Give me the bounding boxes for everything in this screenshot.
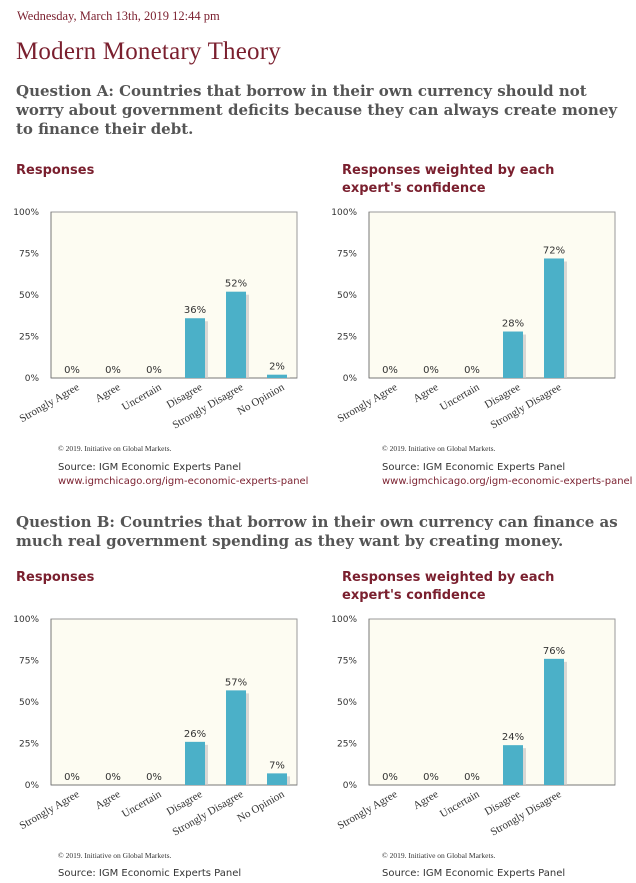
category-label-uncertain: Uncertain xyxy=(438,788,482,820)
category-label-strongly-disagree: Strongly Disagree xyxy=(488,788,563,838)
y-tick-label: 25% xyxy=(337,740,357,750)
copyright-b-weighted: © 2019. Initiative on Global Markets. xyxy=(382,851,496,860)
source-a-responses: Source: IGM Economic Experts Panel xyxy=(58,462,242,473)
value-label-agree: 0% xyxy=(423,365,439,376)
value-label-disagree: 28% xyxy=(502,319,524,330)
category-label-strongly-agree: Strongly Agree xyxy=(18,381,82,425)
chart-b-responses-heading: Responses xyxy=(16,570,95,585)
category-label-no-opinion: No Opinion xyxy=(235,788,287,825)
y-tick-label: 50% xyxy=(337,291,357,301)
bar-strongly-disagree xyxy=(226,291,246,378)
bar-strongly-disagree xyxy=(226,690,246,785)
bar-disagree xyxy=(503,745,523,785)
source-link-a-weighted[interactable]: www.igmchicago.org/igm-economic-experts-… xyxy=(382,476,633,487)
y-tick-label: 25% xyxy=(19,333,39,343)
value-label-strongly-disagree: 52% xyxy=(225,279,247,290)
y-tick-label: 50% xyxy=(19,698,39,708)
bar-strongly-disagree xyxy=(544,658,564,785)
value-label-disagree: 36% xyxy=(184,305,206,316)
y-tick-label: 100% xyxy=(331,208,357,218)
y-tick-label: 0% xyxy=(25,781,40,791)
value-label-strongly-disagree: 57% xyxy=(225,677,247,688)
y-tick-label: 50% xyxy=(337,698,357,708)
bar-strongly-disagree xyxy=(544,258,564,378)
chart-b-weighted-heading: Responses weighted by each expert's conf… xyxy=(342,570,555,603)
value-label-strongly-agree: 0% xyxy=(64,772,80,783)
source-link-a-responses[interactable]: www.igmchicago.org/igm-economic-experts-… xyxy=(58,476,309,487)
bar-disagree xyxy=(503,331,523,378)
source-b-weighted: Source: IGM Economic Experts Panel xyxy=(382,868,566,879)
value-label-strongly-disagree: 72% xyxy=(543,245,565,256)
chart-a-responses-heading: Responses xyxy=(16,163,95,178)
category-label-strongly-agree: Strongly Agree xyxy=(18,788,82,832)
y-tick-label: 25% xyxy=(19,740,39,750)
plot-area xyxy=(50,618,298,786)
bar-no-opinion xyxy=(267,773,287,785)
y-tick-label: 100% xyxy=(331,615,357,625)
source-b-responses: Source: IGM Economic Experts Panel xyxy=(58,868,242,879)
chart-a-weighted: 0%25%50%75%100%0%Strongly Agree0%Agree0%… xyxy=(331,208,616,431)
page-title: Modern Monetary Theory xyxy=(16,38,281,65)
value-label-no-opinion: 2% xyxy=(269,362,285,373)
y-tick-label: 100% xyxy=(13,615,39,625)
y-tick-label: 75% xyxy=(19,657,39,667)
category-label-agree: Agree xyxy=(93,381,122,405)
value-label-disagree: 26% xyxy=(184,729,206,740)
copyright-b-responses: © 2019. Initiative on Global Markets. xyxy=(58,851,172,860)
chart-b-responses: 0%25%50%75%100%0%Strongly Agree0%Agree0%… xyxy=(13,615,298,838)
category-label-strongly-disagree: Strongly Disagree xyxy=(170,788,245,838)
y-tick-label: 75% xyxy=(337,657,357,667)
category-label-agree: Agree xyxy=(411,788,440,812)
plot-area xyxy=(50,211,298,379)
value-label-agree: 0% xyxy=(105,365,121,376)
category-label-agree: Agree xyxy=(93,788,122,812)
value-label-uncertain: 0% xyxy=(146,772,162,783)
category-label-strongly-agree: Strongly Agree xyxy=(336,381,400,425)
y-tick-label: 0% xyxy=(25,374,40,384)
value-label-uncertain: 0% xyxy=(146,365,162,376)
y-tick-label: 0% xyxy=(343,781,358,791)
y-tick-label: 25% xyxy=(337,333,357,343)
y-tick-label: 75% xyxy=(19,250,39,260)
category-label-uncertain: Uncertain xyxy=(120,381,164,413)
category-label-strongly-agree: Strongly Agree xyxy=(336,788,400,832)
category-label-no-opinion: No Opinion xyxy=(235,381,287,418)
plot-area xyxy=(368,211,616,379)
bar-no-opinion xyxy=(267,374,287,378)
value-label-strongly-agree: 0% xyxy=(64,365,80,376)
category-label-agree: Agree xyxy=(411,381,440,405)
y-tick-label: 100% xyxy=(13,208,39,218)
bar-disagree xyxy=(185,318,205,378)
plot-area xyxy=(368,618,616,786)
bar-disagree xyxy=(185,741,205,785)
chart-a-responses: 0%25%50%75%100%0%Strongly Agree0%Agree0%… xyxy=(13,208,298,431)
value-label-disagree: 24% xyxy=(502,732,524,743)
question-b-text: Question B: Countries that borrow in the… xyxy=(16,513,618,550)
y-tick-label: 50% xyxy=(19,291,39,301)
copyright-a-weighted: © 2019. Initiative on Global Markets. xyxy=(382,444,496,453)
value-label-uncertain: 0% xyxy=(464,772,480,783)
value-label-agree: 0% xyxy=(105,772,121,783)
value-label-strongly-disagree: 76% xyxy=(543,646,565,657)
category-label-strongly-disagree: Strongly Disagree xyxy=(488,381,563,431)
value-label-strongly-agree: 0% xyxy=(382,365,398,376)
question-a-text: Question A: Countries that borrow in the… xyxy=(16,82,618,138)
category-label-uncertain: Uncertain xyxy=(120,788,164,820)
value-label-agree: 0% xyxy=(423,772,439,783)
source-a-weighted: Source: IGM Economic Experts Panel xyxy=(382,462,566,473)
y-tick-label: 75% xyxy=(337,250,357,260)
chart-b-weighted: 0%25%50%75%100%0%Strongly Agree0%Agree0%… xyxy=(331,615,616,838)
dateline: Wednesday, March 13th, 2019 12:44 pm xyxy=(17,9,220,23)
value-label-uncertain: 0% xyxy=(464,365,480,376)
category-label-strongly-disagree: Strongly Disagree xyxy=(170,381,245,431)
y-tick-label: 0% xyxy=(343,374,358,384)
category-label-uncertain: Uncertain xyxy=(438,381,482,413)
value-label-strongly-agree: 0% xyxy=(382,772,398,783)
copyright-a-responses: © 2019. Initiative on Global Markets. xyxy=(58,444,172,453)
value-label-no-opinion: 7% xyxy=(269,760,285,771)
chart-a-weighted-heading: Responses weighted by each expert's conf… xyxy=(342,163,555,196)
